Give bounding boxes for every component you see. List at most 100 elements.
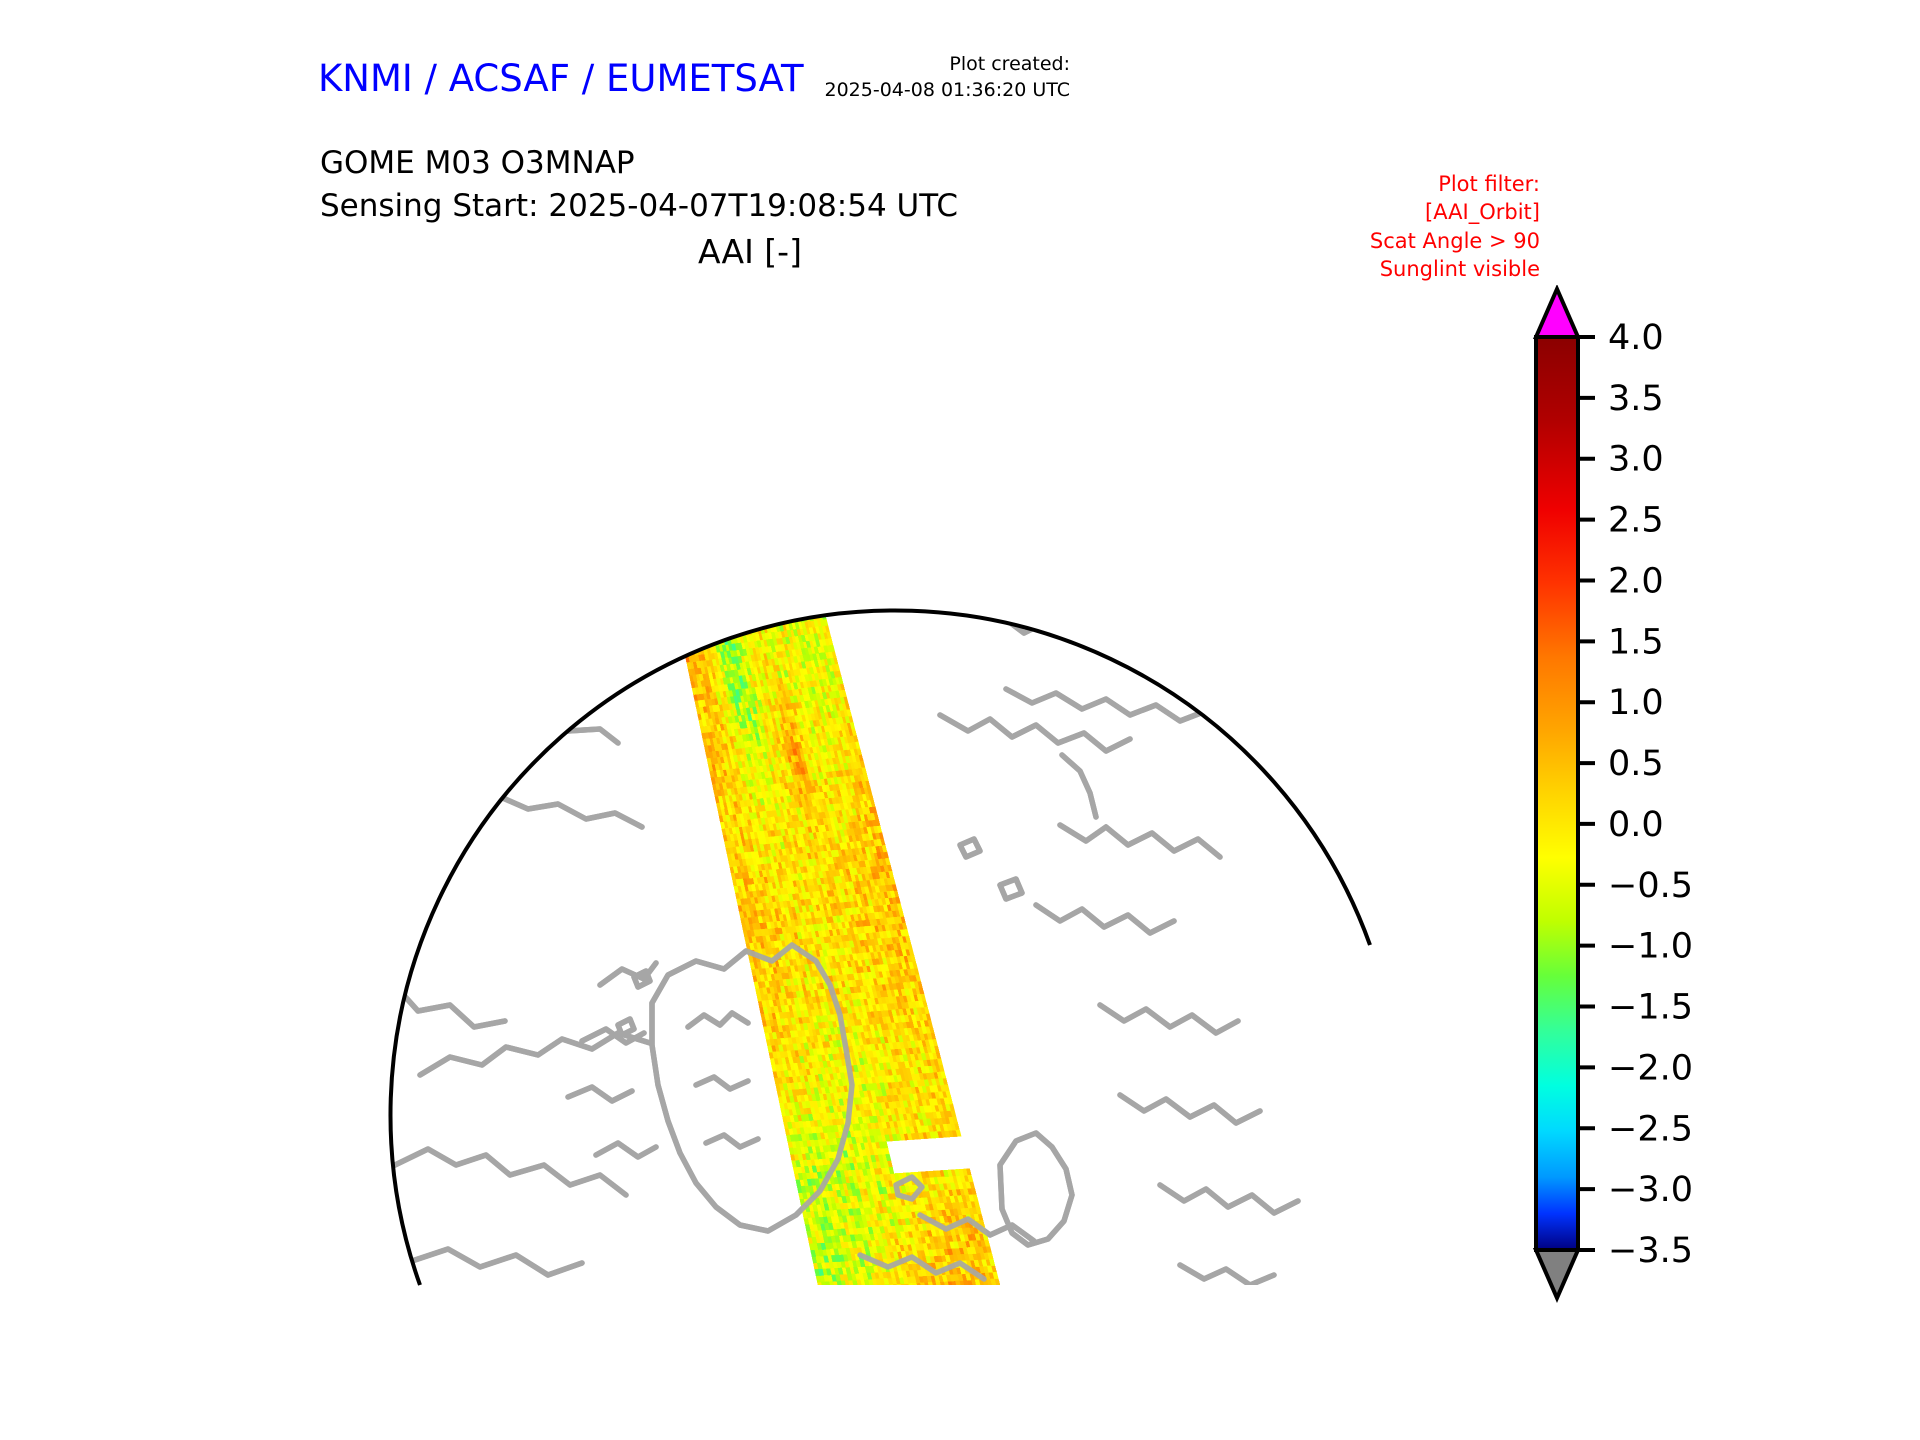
colorbar-tick-label: −2.0	[1608, 1048, 1693, 1088]
swath-pixel-group	[748, 733, 871, 1174]
swath-pixel-group	[751, 720, 758, 728]
plot-filter-block: Plot filter: [AAI_Orbit] Scat Angle > 90…	[1250, 170, 1540, 283]
colorbar-tick-label: −3.5	[1608, 1231, 1693, 1271]
coastline-segment	[649, 942, 855, 1234]
coastline-segment	[615, 1016, 637, 1038]
swath-pixel-group	[842, 1150, 849, 1158]
swath-pixel-group	[742, 721, 748, 729]
coastline-segment	[857, 1252, 987, 1282]
swath-pixel-group	[812, 653, 879, 1123]
swath-pixel-group	[818, 1268, 824, 1276]
coastline-segment	[392, 1146, 629, 1198]
map-boundary-circle	[388, 608, 1372, 1286]
plot-filter-title: Plot filter:	[1438, 172, 1540, 196]
sensing-start: Sensing Start: 2025-04-07T19:08:54 UTC	[320, 188, 958, 224]
colorbar-under-arrow	[1532, 1248, 1582, 1303]
coastline-segment	[597, 960, 659, 988]
coastline-segment	[703, 1132, 761, 1150]
swath-pixel-group	[752, 706, 758, 715]
swath-pixel-group	[799, 610, 815, 1161]
colorbar-tick-labels: 4.0 3.5 3.0 2.5 2.0 1.5 1.0 0.5 0.0 −0.5 −1.0 −1.5 −…	[1608, 318, 1693, 1271]
colorbar-tick-label: 3.5	[1608, 379, 1664, 419]
plot-created-value: 2025-04-08 01:36:20 UTC	[824, 78, 1071, 101]
swath-pixel-group	[830, 711, 898, 1249]
coastline-segment	[693, 1074, 751, 1092]
coastline-segment	[390, 1242, 585, 1278]
coastline-segment	[565, 1084, 635, 1104]
swath-pixel-group	[854, 1221, 861, 1229]
colorbar: 4.0 3.5 3.0 2.5 2.0 1.5 1.0 0.5 0.0 −0.5 −1.0 −1.5 −…	[1530, 285, 1890, 1325]
coastline-segment	[631, 968, 653, 990]
swath-pixel-group	[746, 661, 807, 761]
colorbar-svg: 4.0 3.5 3.0 2.5 2.0 1.5 1.0 0.5 0.0 −0.5 −1.0 −1.5 −…	[1532, 285, 1693, 1303]
coastline-segment	[593, 1140, 659, 1160]
colorbar-over-arrow	[1532, 285, 1582, 339]
coastline-segment	[997, 1130, 1075, 1248]
coastline-segment	[937, 712, 1133, 754]
colorbar-ticks	[1578, 335, 1595, 1252]
swath-pixel-group	[818, 1216, 825, 1225]
swath-pixel-group	[788, 610, 842, 1146]
swath-pixel-group	[734, 648, 748, 723]
plot-created-block: Plot created: 2025-04-08 01:36:20 UTC	[650, 52, 1071, 103]
swath-pixel-group	[827, 1222, 834, 1230]
coastline-segment	[1097, 1002, 1241, 1036]
coastline-segment	[685, 1010, 751, 1030]
colorbar-tick-label: −2.5	[1608, 1109, 1693, 1149]
colorbar-tick-label: 0.5	[1608, 744, 1664, 784]
colorbar-body	[1532, 285, 1582, 1303]
colorbar-tick-label: 1.0	[1608, 683, 1664, 723]
colorbar-tick-label: 0.0	[1608, 805, 1664, 845]
map-title: AAI [-]	[698, 232, 802, 271]
colorbar-tick-label: −1.5	[1608, 988, 1693, 1028]
polar-stereographic-map	[300, 285, 1375, 1315]
swath-pixel-group	[850, 1136, 857, 1144]
coastline-segment	[917, 1212, 1037, 1244]
swath-pixel-group	[861, 1083, 867, 1092]
swath-pixel-group	[759, 798, 765, 806]
coastline-segment	[417, 1030, 653, 1078]
swath-pixel-group	[814, 1178, 825, 1286]
swath-pixel-group	[770, 610, 858, 1268]
swath-pixel-group	[741, 675, 829, 1244]
coastline-segment	[997, 876, 1025, 902]
dataset-name: GOME M03 O3MNAP	[320, 145, 635, 181]
coastline-segment	[1117, 1092, 1263, 1126]
colorbar-tick-label: −1.0	[1608, 927, 1693, 967]
swath-pixel-group	[823, 1255, 830, 1263]
swath-pixel-group	[820, 1242, 827, 1250]
coastline-segment	[1177, 1262, 1277, 1286]
swath-pixel-group	[857, 1116, 864, 1124]
swath-pixel-group	[834, 1254, 841, 1262]
swath-pixel-group	[736, 695, 742, 703]
swath-pixel-group	[793, 1134, 836, 1152]
coastline-segment	[893, 1174, 925, 1202]
colorbar-tick-label: −3.0	[1608, 1170, 1693, 1210]
swath-pixel-group	[877, 1187, 884, 1195]
plot-created-label: Plot created:	[949, 53, 1070, 75]
colorbar-tick-label: 2.0	[1608, 561, 1664, 601]
swath-pixel-group	[727, 610, 891, 1142]
plot-filter-product: [AAI_Orbit]	[1425, 200, 1540, 225]
swath-pixel-group	[735, 662, 830, 1211]
swath-pixel-group	[759, 725, 786, 850]
colorbar-tick-label: 3.0	[1608, 440, 1664, 480]
swath-pixel-group	[731, 643, 737, 651]
swath-pixel-group	[810, 1249, 817, 1257]
coastline-segment	[390, 972, 508, 1030]
colorbar-tick-label: −0.5	[1608, 866, 1693, 906]
swath-pixel-group	[841, 1196, 848, 1204]
coastline-segment	[1157, 1182, 1301, 1216]
colorbar-gradient	[1534, 335, 1580, 1252]
swath-pixel-group	[746, 667, 896, 1227]
coastline-segment	[1033, 902, 1177, 936]
plot-filter-scat-angle: Scat Angle > 90	[1369, 228, 1540, 253]
map-plot-area	[300, 285, 1375, 1315]
colorbar-tick-label: 4.0	[1608, 318, 1664, 358]
plot-filter-sunglint: Sunglint visible	[1379, 257, 1540, 282]
coastline-segment	[957, 836, 983, 860]
coastline-segment	[1057, 822, 1223, 860]
swath-pixel-group	[727, 691, 824, 780]
coastline-segment	[579, 1026, 647, 1046]
